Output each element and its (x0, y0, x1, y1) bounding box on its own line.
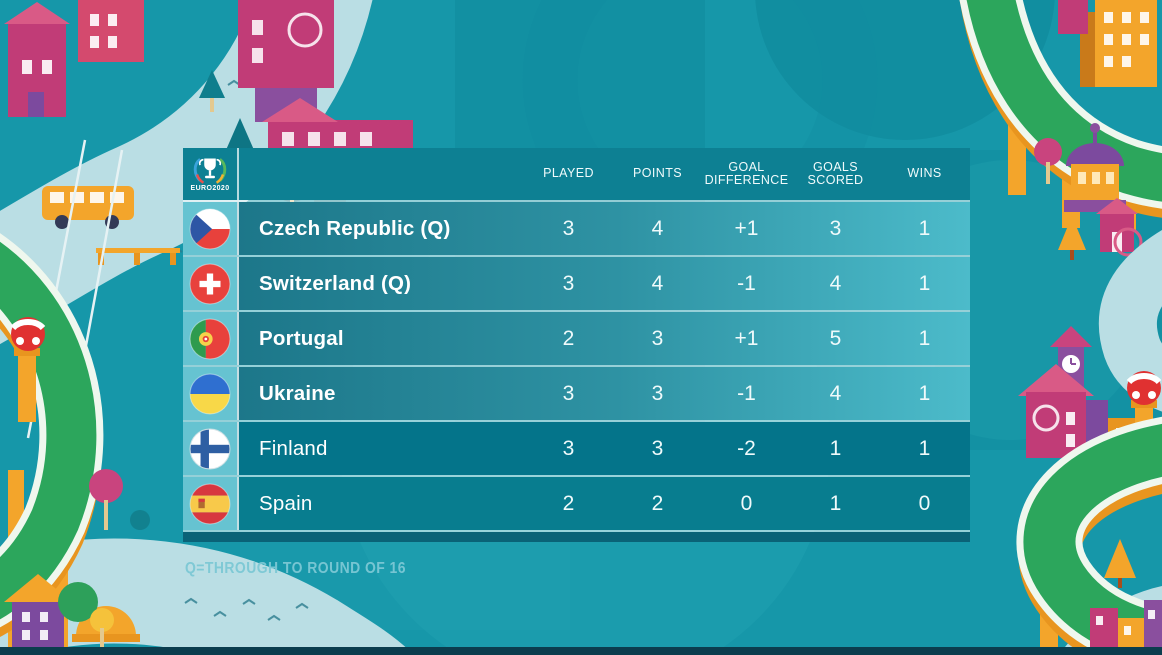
column-header-goals-scored: GOALS SCORED (807, 159, 864, 187)
bottom-strip (0, 647, 1162, 655)
played-value: 2 (562, 326, 575, 350)
points-value: 4 (651, 271, 664, 295)
euro-2020-logo-icon: EURO2020 (183, 148, 237, 200)
rotunda (1034, 123, 1143, 260)
river-right (1099, 230, 1162, 412)
czech-republic-flag-icon (183, 202, 237, 255)
ukraine-flag-icon (183, 367, 237, 420)
goals-scored-value: 5 (829, 326, 842, 350)
team-name: Ukraine (237, 367, 524, 420)
team-name: Switzerland (Q) (237, 257, 524, 310)
points-value: 3 (651, 381, 664, 405)
standings-table: EURO2020 PLAYED POINTS GOAL DIFFERENCE G… (183, 148, 970, 542)
goals-scored-value: 3 (829, 216, 842, 240)
goal-difference-value: +1 (734, 326, 759, 350)
wins-value: 1 (918, 381, 931, 405)
wins-value: 1 (918, 216, 931, 240)
team-name: Czech Republic (Q) (237, 202, 524, 255)
played-value: 3 (562, 216, 575, 240)
column-header-goal-difference: GOAL DIFFERENCE (704, 159, 789, 187)
switzerland-flag-icon (183, 257, 237, 310)
played-value: 3 (562, 381, 575, 405)
points-value: 2 (651, 491, 664, 515)
buildings-top-left (4, 0, 413, 265)
building-top-right (1058, 0, 1157, 87)
goal-difference-value: -2 (737, 436, 756, 460)
points-value: 3 (651, 436, 664, 460)
played-value: 3 (562, 271, 575, 295)
goal-difference-value: -1 (737, 381, 756, 405)
portugal-flag-icon (183, 312, 237, 365)
played-value: 2 (562, 491, 575, 515)
euro-2020-logo-text: EURO2020 (190, 185, 230, 192)
goal-difference-value: -1 (737, 271, 756, 295)
team-column-header (237, 148, 524, 200)
points-value: 3 (651, 326, 664, 350)
football-pillar-left (10, 317, 46, 422)
table-row-switzerland: Switzerland (Q) 3 4 -1 4 1 (183, 257, 970, 310)
goals-scored-value: 1 (829, 491, 842, 515)
points-value: 4 (651, 216, 664, 240)
finland-flag-icon (183, 422, 237, 475)
column-header-points: POINTS (633, 166, 682, 181)
goals-scored-value: 4 (829, 271, 842, 295)
wins-value: 1 (918, 271, 931, 295)
column-header-wins: WINS (907, 166, 942, 181)
table-row-ukraine: Ukraine 3 3 -1 4 1 (183, 367, 970, 420)
wins-value: 1 (918, 436, 931, 460)
goals-scored-value: 1 (829, 436, 842, 460)
column-header-played: PLAYED (543, 166, 594, 181)
wins-value: 1 (918, 326, 931, 350)
team-name: Spain (237, 477, 524, 530)
team-name: Finland (237, 422, 524, 475)
table-bottom-band (183, 532, 970, 542)
house-bottom-left (4, 574, 114, 650)
goal-difference-value: 0 (740, 491, 753, 515)
goal-difference-value: +1 (734, 216, 759, 240)
goals-scored-value: 4 (829, 381, 842, 405)
wins-value: 0 (918, 491, 931, 515)
qualification-footnote: Q=THROUGH TO ROUND OF 16 (185, 560, 406, 577)
table-row-finland: Finland 3 3 -2 1 1 (183, 422, 970, 475)
table-row-spain: Spain 2 2 0 1 0 (183, 477, 970, 530)
table-header-row: EURO2020 PLAYED POINTS GOAL DIFFERENCE G… (183, 148, 970, 200)
green-bridge-bottom-right (1016, 416, 1162, 655)
team-name: Portugal (237, 312, 524, 365)
table-row-czech-republic: Czech Republic (Q) 3 4 +1 3 1 (183, 202, 970, 255)
table-row-portugal: Portugal 2 3 +1 5 1 (183, 312, 970, 365)
played-value: 3 (562, 436, 575, 460)
spain-flag-icon (183, 477, 237, 530)
